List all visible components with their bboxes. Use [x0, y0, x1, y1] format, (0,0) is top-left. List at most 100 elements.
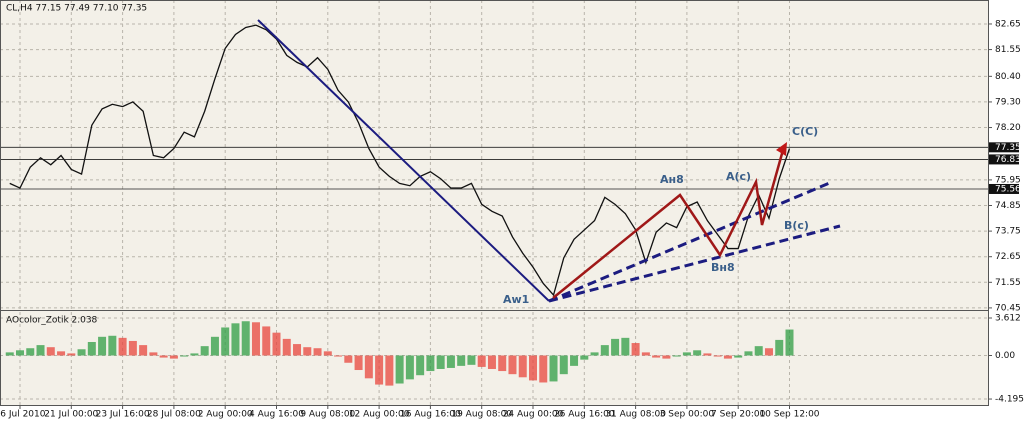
bar: [611, 338, 620, 356]
level-label-bg: [989, 154, 1019, 165]
bar: [693, 350, 702, 356]
bar: [621, 337, 630, 356]
bar: [467, 355, 476, 365]
y-tick-label: 81.55: [995, 45, 1021, 55]
bar: [375, 355, 384, 385]
bar: [559, 355, 568, 375]
y-tick-label: 3.612: [995, 313, 1021, 323]
x-tick-label: 31 Aug 08:00: [605, 410, 666, 420]
bar: [703, 353, 712, 356]
bar: [190, 353, 199, 356]
bar: [662, 355, 671, 359]
y-tick-label: 78.20: [995, 123, 1021, 133]
annotation: Aw1: [503, 293, 529, 306]
price-line: [9, 24, 791, 297]
bar: [118, 337, 127, 356]
bar: [334, 355, 343, 357]
bar: [723, 355, 732, 359]
bar: [713, 355, 722, 357]
x-tick-label: 23 Jul 16:00: [96, 410, 150, 420]
x-tick-label: 16 Aug 16:00: [400, 410, 461, 420]
bar: [641, 352, 650, 356]
bar: [262, 326, 271, 356]
x-tick-label: 4 Aug 16:00: [249, 410, 304, 420]
bar: [426, 355, 435, 372]
bar: [549, 355, 558, 382]
bar: [16, 350, 24, 356]
x-tick-label: 12 Aug 00:00: [349, 410, 410, 420]
bar: [682, 352, 691, 356]
bar: [77, 349, 86, 356]
arrow-head: [776, 142, 787, 156]
bar: [539, 355, 548, 383]
bar: [303, 347, 312, 356]
bar: [251, 322, 260, 356]
bar: [580, 355, 589, 360]
level-label: 77.35: [995, 143, 1021, 153]
bar: [754, 346, 763, 356]
bar: [395, 355, 404, 384]
indicator-title: AOcolor_Zotik 2.038: [6, 316, 98, 326]
y-tick-label: 79.30: [995, 97, 1021, 107]
bar: [200, 346, 209, 356]
trend-line: [257, 19, 550, 302]
frame: [0, 0, 989, 406]
bar: [405, 355, 414, 380]
bar: [600, 345, 609, 356]
bar: [570, 355, 579, 366]
x-tick-label: 21 Jul 00:00: [44, 410, 98, 420]
bar: [98, 336, 107, 356]
bar: [652, 355, 661, 358]
bar: [313, 348, 322, 356]
bar: [5, 352, 14, 356]
trend-lines: [257, 19, 841, 303]
bar: [785, 329, 794, 356]
x-tick-label: 10 Sep 12:00: [759, 410, 819, 420]
bar: [354, 355, 363, 371]
bar: [46, 347, 55, 356]
bar: [498, 355, 507, 372]
bar: [26, 348, 35, 356]
x-tick-label: 19 Aug 08:00: [451, 410, 512, 420]
bar: [436, 355, 445, 369]
bar: [323, 351, 332, 356]
bar: [293, 344, 302, 356]
trend-line: [548, 224, 841, 303]
bar: [272, 332, 281, 356]
bar: [67, 353, 76, 356]
y-tick-label: 73.75: [995, 227, 1021, 237]
bar: [159, 355, 168, 358]
annotation: Aн8: [660, 173, 684, 186]
bar: [128, 340, 137, 356]
wave-line: [552, 149, 785, 299]
annotation: B(c): [784, 219, 809, 232]
bar: [221, 327, 230, 356]
bar: [744, 351, 753, 356]
bar: [87, 341, 96, 356]
bar: [672, 355, 681, 357]
bar: [210, 336, 219, 356]
bar: [36, 345, 45, 356]
y-tick-label: 80.40: [995, 72, 1021, 82]
bar: [590, 352, 599, 356]
bar: [508, 355, 517, 375]
bar: [169, 355, 178, 359]
annotation: A(c): [726, 170, 751, 183]
y-tick-label: -4.195: [995, 395, 1024, 405]
data: [0, 24, 988, 386]
bar: [631, 343, 640, 356]
bar: [734, 355, 743, 358]
bar: [385, 355, 394, 386]
y-tick-label: 71.55: [995, 278, 1021, 288]
x-tick-label: 24 Aug 00:00: [503, 410, 564, 420]
y-tick-label: 82.65: [995, 19, 1021, 29]
bar: [364, 355, 373, 379]
bar: [108, 335, 117, 356]
bar: [764, 348, 773, 356]
bar: [57, 351, 66, 356]
bar: [344, 355, 353, 363]
bar: [446, 355, 455, 368]
x-tick-label: 2 Aug 00:00: [198, 410, 253, 420]
y-tick-label: 72.65: [995, 252, 1021, 262]
level-label-bg: [989, 142, 1019, 153]
